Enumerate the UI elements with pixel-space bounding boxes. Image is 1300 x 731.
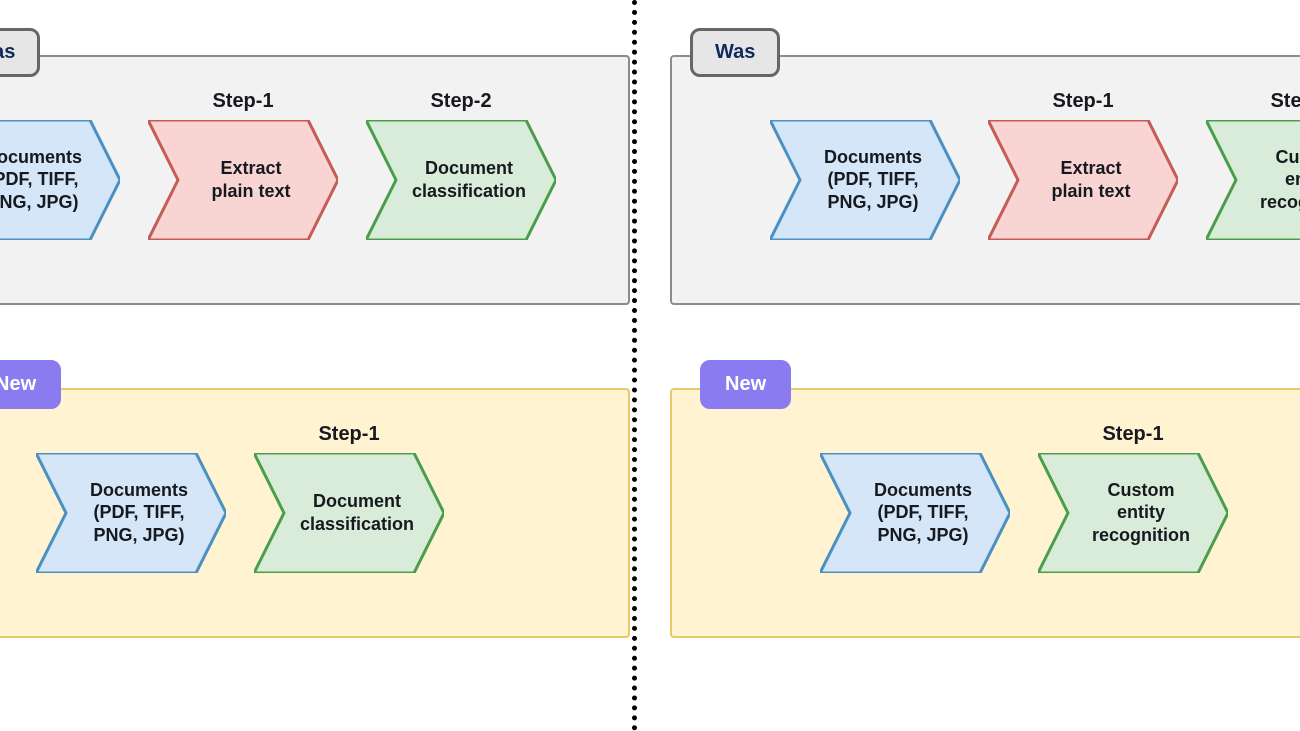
chevron-blue: [820, 453, 1010, 573]
step-label: Step-1: [269, 423, 429, 446]
chevron-green: [254, 453, 444, 573]
chevron-red: [148, 120, 338, 240]
chevron-blue: [770, 120, 960, 240]
badge-new_left: New: [0, 360, 61, 409]
badge-new_right: New: [700, 360, 791, 409]
chevron-blue: [36, 453, 226, 573]
step-label: Step-2: [381, 90, 541, 113]
chevron-red: [988, 120, 1178, 240]
chevron-green: [1206, 120, 1300, 240]
badge-was_right: Was: [690, 28, 780, 77]
chevron-green: [1038, 453, 1228, 573]
chevron-blue: [0, 120, 120, 240]
step-label: Step-2: [1221, 90, 1300, 113]
badge-was_left: Was: [0, 28, 40, 77]
vertical-divider: [632, 0, 637, 731]
chevron-green: [366, 120, 556, 240]
step-label: Step-1: [1003, 90, 1163, 113]
step-label: Step-1: [163, 90, 323, 113]
step-label: Step-1: [1053, 423, 1213, 446]
